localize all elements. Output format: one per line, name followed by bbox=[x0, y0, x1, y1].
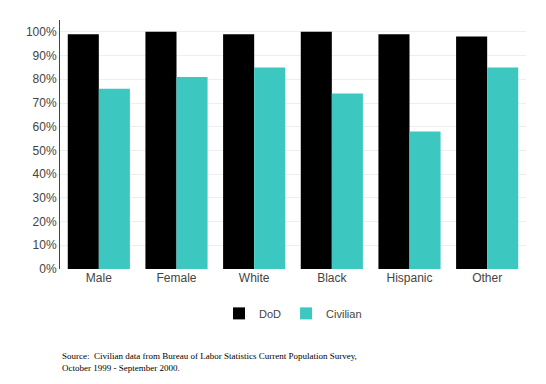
svg-text:White: White bbox=[239, 271, 270, 285]
svg-text:70%: 70% bbox=[33, 96, 57, 110]
svg-text:90%: 90% bbox=[33, 49, 57, 63]
svg-text:Female: Female bbox=[156, 271, 196, 285]
svg-text:Black: Black bbox=[317, 271, 347, 285]
svg-text:DoD: DoD bbox=[259, 308, 281, 320]
svg-text:50%: 50% bbox=[33, 144, 57, 158]
svg-text:20%: 20% bbox=[33, 215, 57, 229]
svg-text:Other: Other bbox=[472, 271, 502, 285]
svg-text:Hispanic: Hispanic bbox=[386, 271, 432, 285]
svg-text:0%: 0% bbox=[39, 262, 57, 276]
svg-text:80%: 80% bbox=[33, 72, 57, 86]
svg-text:30%: 30% bbox=[33, 191, 57, 205]
svg-text:60%: 60% bbox=[33, 120, 57, 134]
svg-text:Source: Civilian data from Bu: Source: Civilian data from Bureau of Lab… bbox=[62, 351, 357, 373]
svg-text:Male: Male bbox=[86, 271, 112, 285]
svg-text:10%: 10% bbox=[33, 238, 57, 252]
svg-text:Civilian: Civilian bbox=[326, 308, 361, 320]
svg-text:40%: 40% bbox=[33, 167, 57, 181]
svg-text:100%: 100% bbox=[26, 25, 57, 39]
